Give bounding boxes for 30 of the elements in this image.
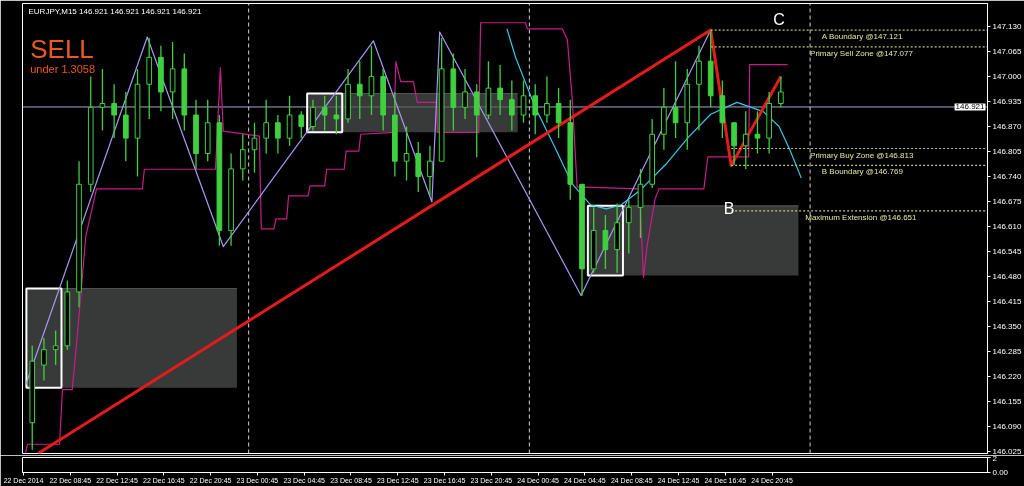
y-tick-label: 146.155 (992, 397, 1022, 407)
annotation: under 1.3058 (30, 62, 96, 75)
annotation: SELL (30, 33, 94, 64)
annotation: Primary Sell Zone @147.077 (810, 48, 914, 58)
y-tick-label: 146.220 (992, 372, 1022, 382)
annotation: C (773, 10, 785, 28)
y-tick-label: 146.935 (992, 97, 1022, 107)
chart-title: EURJPY,M15 146.921 146.921 146.921 146.921 (28, 6, 202, 16)
y-tick-label: 0.00 (992, 468, 1009, 477)
y-tick-label: 146.675 (992, 197, 1022, 207)
y-tick-label: 146.350 (992, 322, 1022, 332)
y-tick-label: 146.545 (992, 247, 1022, 257)
annotation: B Boundary @146.769 (821, 167, 904, 177)
annotation: Primary Buy Zone @146.813 (810, 150, 914, 160)
y-tick-label: 146.285 (992, 347, 1022, 357)
annotation: A Boundary @147.121 (821, 32, 903, 42)
y-tick-label: 146.805 (992, 147, 1022, 157)
y-tick-label: 146.740 (992, 172, 1022, 182)
y-tick-label: 147.065 (992, 47, 1022, 57)
y-tick-label: 147.130 (992, 22, 1022, 32)
ref-line-label: 146.921 (955, 102, 986, 112)
y-tick-label: 146.870 (992, 122, 1022, 132)
y-tick-label: 2 (992, 453, 998, 463)
annotation: Maximum Extension @146.651 (805, 212, 918, 222)
y-tick-label: 146.090 (992, 422, 1022, 432)
y-tick-label: 146.610 (992, 222, 1022, 232)
y-tick-label: 146.415 (992, 297, 1022, 307)
y-tick-label: 147.000 (992, 72, 1022, 82)
y-tick-label: 146.480 (992, 272, 1022, 282)
annotation: B (723, 200, 735, 218)
